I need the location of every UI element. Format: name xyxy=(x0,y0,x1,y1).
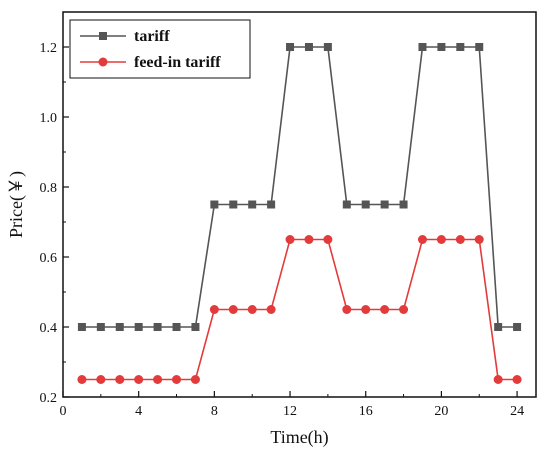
y-tick-label: 0.2 xyxy=(40,391,58,406)
data-point xyxy=(172,375,182,384)
data-point xyxy=(361,305,371,314)
data-point xyxy=(96,375,106,384)
x-tick-label: 16 xyxy=(359,404,373,419)
data-point xyxy=(77,375,87,384)
data-point xyxy=(399,200,408,209)
data-point xyxy=(323,43,332,51)
data-point xyxy=(229,200,238,209)
data-point xyxy=(304,235,314,244)
series-layer xyxy=(77,43,522,384)
data-point xyxy=(190,375,200,384)
data-point xyxy=(266,305,276,314)
data-point xyxy=(191,323,200,331)
data-point xyxy=(96,323,105,331)
x-tick-label: 12 xyxy=(283,404,297,419)
data-point xyxy=(115,323,124,331)
y-tick-label: 0.4 xyxy=(40,321,58,336)
data-point xyxy=(153,323,162,331)
data-point xyxy=(361,200,370,209)
y-tick-label: 0.8 xyxy=(40,181,58,196)
data-point xyxy=(248,200,257,209)
data-point xyxy=(134,323,143,331)
data-point xyxy=(153,375,163,384)
data-point xyxy=(285,235,295,244)
data-point xyxy=(399,305,409,314)
data-point xyxy=(418,43,427,51)
plot-frame xyxy=(62,11,537,398)
data-point xyxy=(493,375,503,384)
x-tick-label: 8 xyxy=(211,404,218,419)
tick-labels: 0 4 8 12 16 20 24 0.2 0.4 0.6 0.8 1.0 1.2 xyxy=(40,41,525,419)
legend-items: tariff feed-in tariff xyxy=(80,28,221,71)
data-point xyxy=(455,235,465,244)
legend-item: tariff xyxy=(80,28,170,45)
data-point xyxy=(134,375,144,384)
data-point xyxy=(475,43,484,51)
data-point xyxy=(210,200,219,209)
series-line xyxy=(81,46,518,328)
data-point xyxy=(115,375,125,384)
data-point xyxy=(172,323,181,331)
data-point xyxy=(267,200,276,209)
legend-label: feed-in tariff xyxy=(134,54,221,71)
data-point xyxy=(512,375,522,384)
legend-marker xyxy=(99,32,107,40)
x-tick-label: 4 xyxy=(135,404,142,419)
data-point xyxy=(247,305,257,314)
legend-box xyxy=(69,19,251,79)
legend-marker xyxy=(98,57,108,67)
x-tick-label: 24 xyxy=(510,404,524,419)
legend-item: feed-in tariff xyxy=(80,54,221,71)
x-axis-title: Time(h) xyxy=(270,427,328,448)
x-tick-label: 0 xyxy=(60,404,67,419)
y-axis-title: Price(￥) xyxy=(6,171,27,238)
axis-ticks xyxy=(62,11,518,398)
data-point xyxy=(286,43,295,51)
data-point xyxy=(304,43,313,51)
data-point xyxy=(494,323,503,331)
series-line xyxy=(81,238,518,381)
data-point xyxy=(342,305,352,314)
data-point xyxy=(417,235,427,244)
data-point xyxy=(380,305,390,314)
data-point xyxy=(77,323,86,331)
y-tick-label: 1.2 xyxy=(40,41,58,56)
legend-label: tariff xyxy=(134,28,170,45)
series-tariff xyxy=(77,43,522,331)
data-point xyxy=(437,43,446,51)
data-point xyxy=(228,305,238,314)
data-point xyxy=(342,200,351,209)
data-point xyxy=(209,305,219,314)
series-feed-in-tariff xyxy=(77,235,522,384)
legend: tariff feed-in tariff xyxy=(69,19,251,79)
data-point xyxy=(474,235,484,244)
y-tick-label: 1.0 xyxy=(40,111,58,126)
x-tick-label: 20 xyxy=(434,404,448,419)
data-point xyxy=(436,235,446,244)
data-point xyxy=(380,200,389,209)
data-point xyxy=(456,43,465,51)
data-point xyxy=(323,235,333,244)
y-tick-label: 0.6 xyxy=(40,251,58,266)
data-point xyxy=(513,323,522,331)
